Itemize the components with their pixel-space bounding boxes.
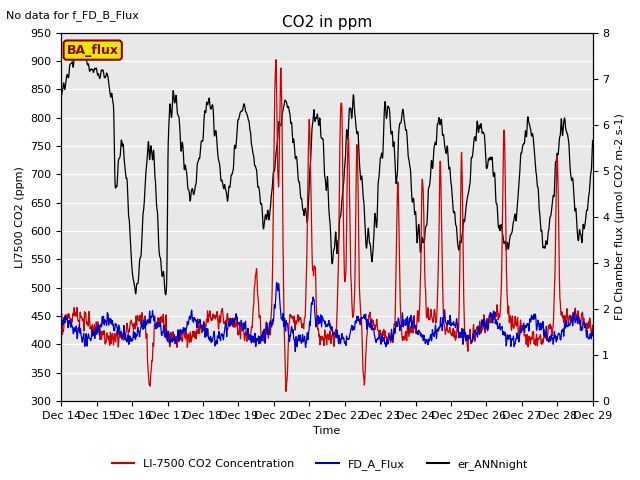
Y-axis label: LI7500 CO2 (ppm): LI7500 CO2 (ppm): [15, 166, 25, 268]
Legend: LI-7500 CO2 Concentration, FD_A_Flux, er_ANNnight: LI-7500 CO2 Concentration, FD_A_Flux, er…: [108, 455, 532, 474]
Title: CO2 in ppm: CO2 in ppm: [282, 15, 372, 30]
Y-axis label: FD Chamber flux (μmol CO2 m-2 s-1): FD Chamber flux (μmol CO2 m-2 s-1): [615, 113, 625, 320]
X-axis label: Time: Time: [314, 426, 340, 436]
Text: BA_flux: BA_flux: [67, 44, 118, 57]
Text: No data for f_FD_B_Flux: No data for f_FD_B_Flux: [6, 10, 140, 21]
